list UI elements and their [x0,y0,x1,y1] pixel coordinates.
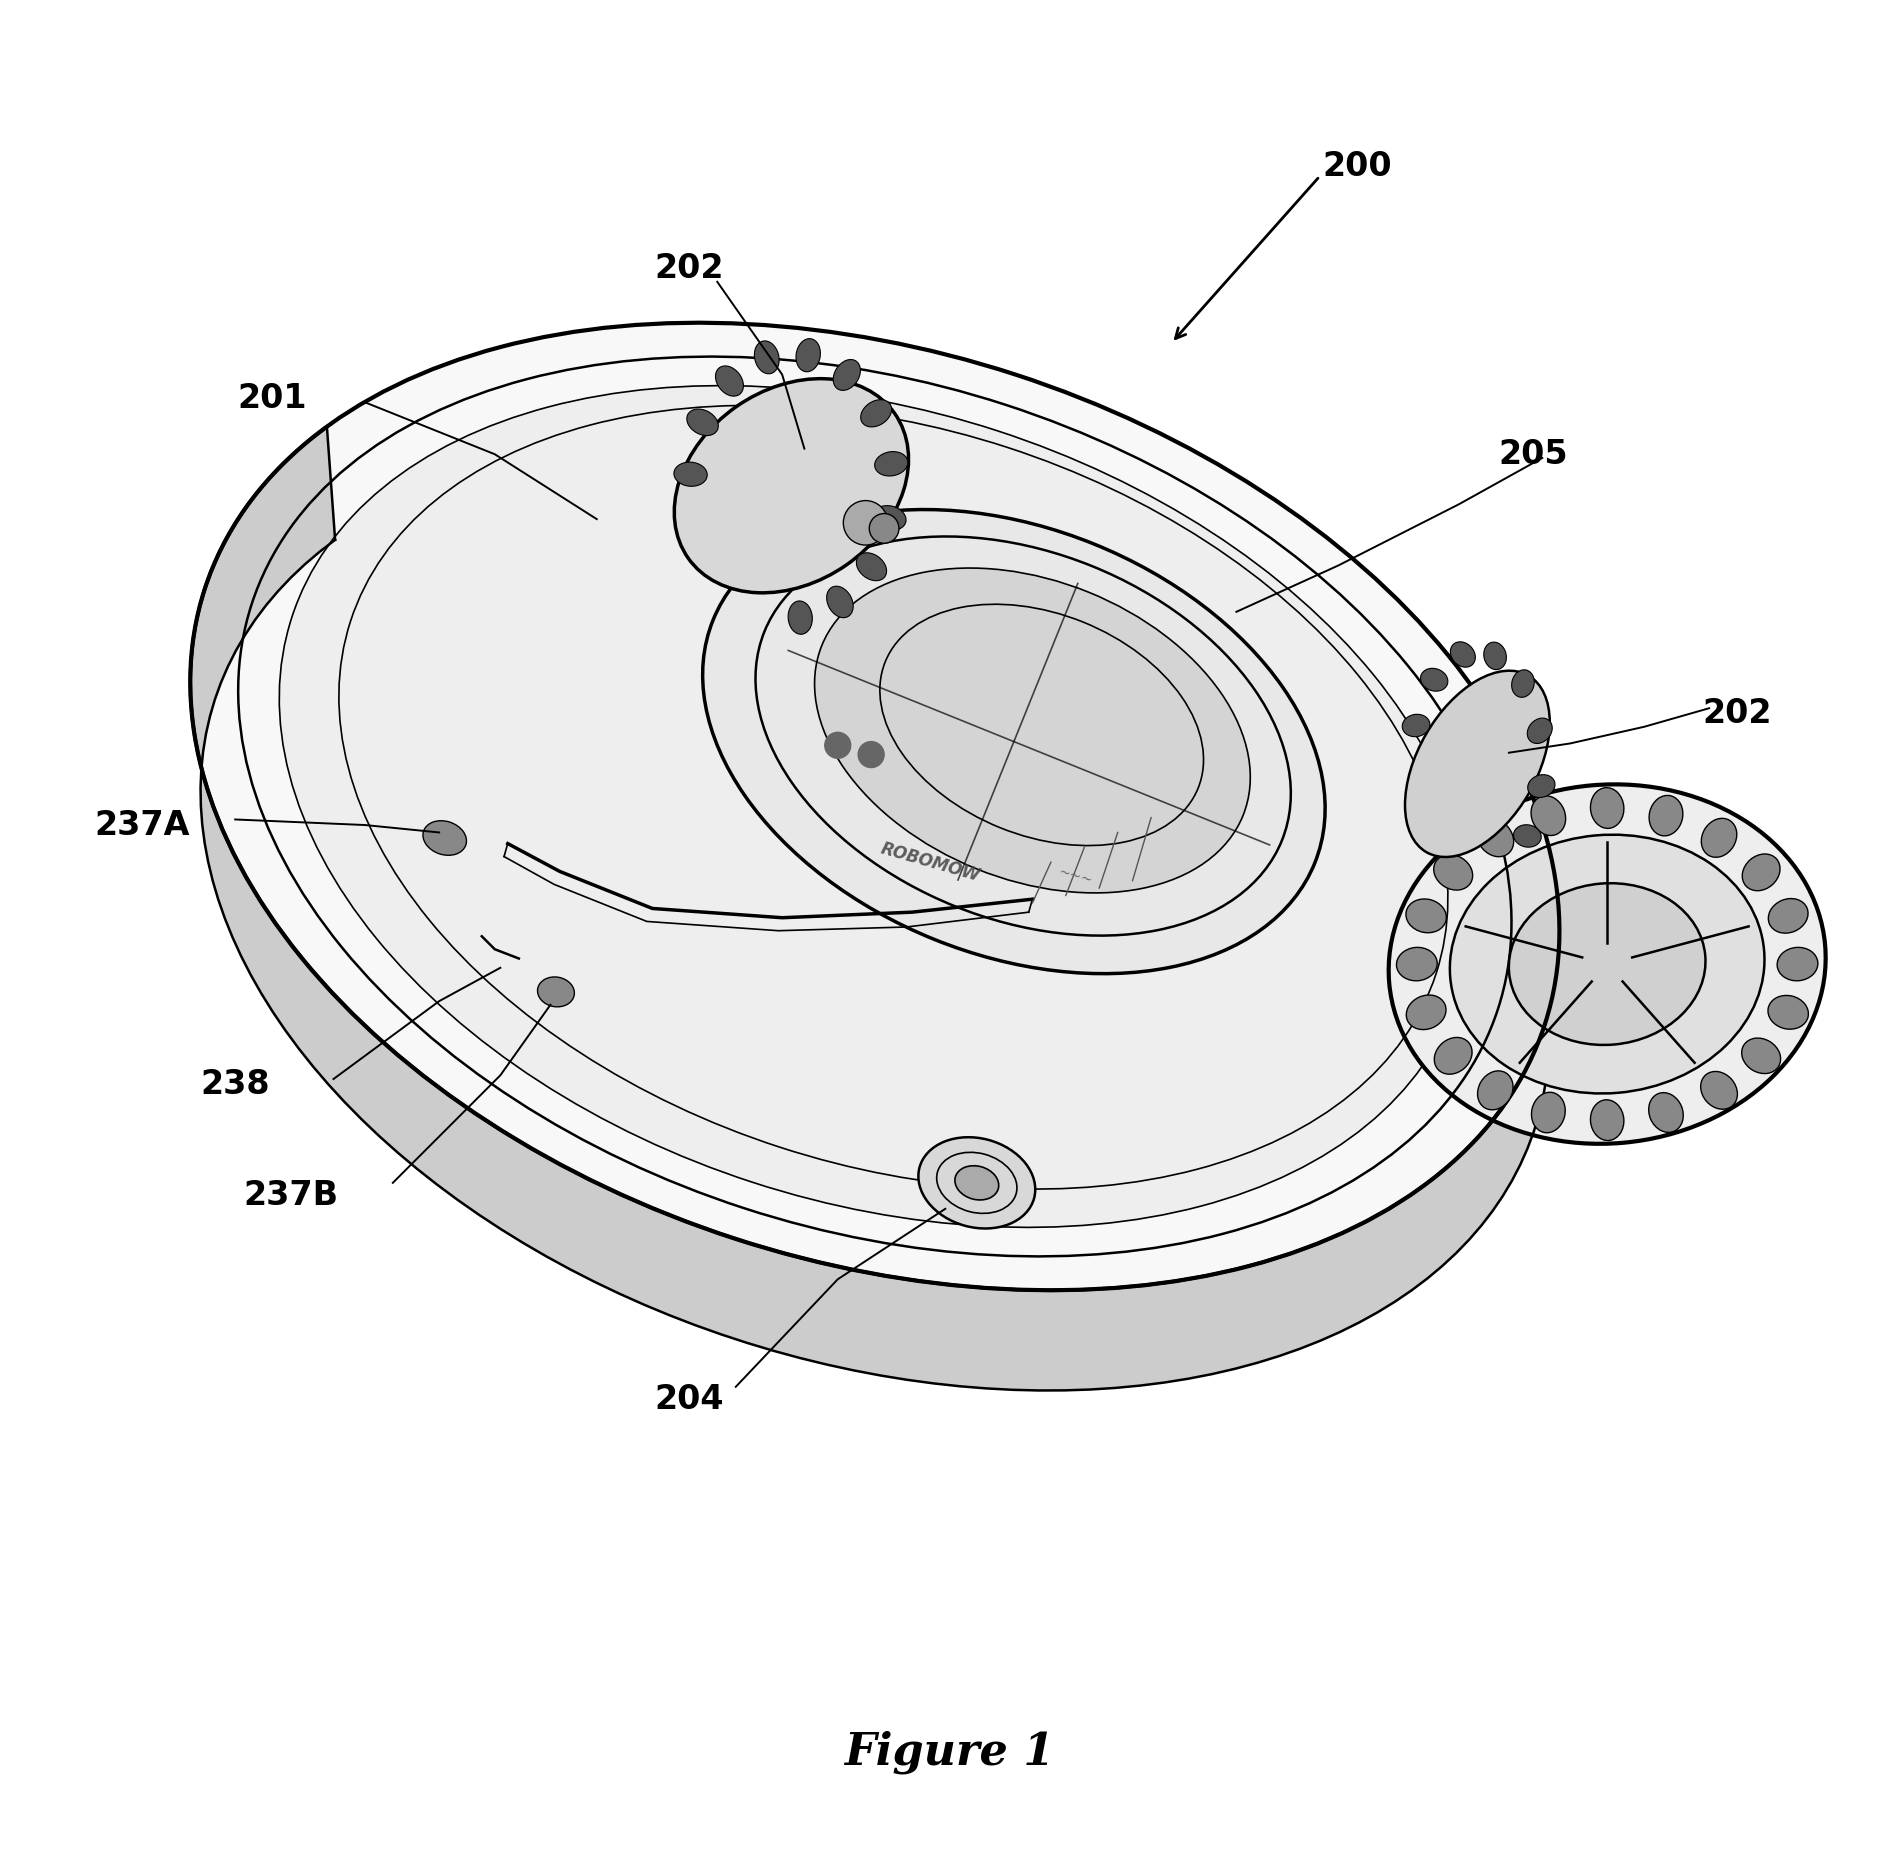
Ellipse shape [828,586,854,617]
Ellipse shape [788,601,812,634]
Ellipse shape [1513,825,1541,847]
Text: 237B: 237B [243,1179,338,1213]
Ellipse shape [1767,996,1809,1029]
Ellipse shape [1511,669,1534,697]
Ellipse shape [795,339,820,373]
Ellipse shape [702,510,1325,973]
Text: 201: 201 [237,382,307,415]
Text: 205: 205 [1498,438,1568,471]
Ellipse shape [1591,788,1625,829]
Circle shape [826,732,850,758]
Ellipse shape [1405,671,1551,857]
Ellipse shape [1406,996,1446,1029]
Ellipse shape [1397,947,1437,981]
Ellipse shape [537,977,575,1007]
Ellipse shape [1389,784,1826,1144]
Ellipse shape [1701,818,1737,857]
Text: 204: 204 [655,1383,725,1416]
Text: ROBOMOW: ROBOMOW [879,840,983,884]
Ellipse shape [1769,899,1809,933]
Ellipse shape [1450,641,1475,667]
Ellipse shape [687,410,717,436]
Ellipse shape [1477,819,1515,857]
Text: Figure 1: Figure 1 [845,1730,1053,1774]
Ellipse shape [814,567,1251,894]
Circle shape [858,742,884,768]
Ellipse shape [1435,1038,1473,1073]
Ellipse shape [716,365,744,397]
Text: 237A: 237A [95,808,190,842]
Ellipse shape [1649,795,1684,836]
Ellipse shape [873,506,905,530]
Ellipse shape [955,1166,998,1200]
Ellipse shape [1532,795,1566,836]
Ellipse shape [1484,641,1507,669]
Ellipse shape [1591,1099,1625,1140]
Ellipse shape [1742,1038,1780,1073]
Polygon shape [190,426,1560,1390]
Ellipse shape [1528,775,1554,797]
Ellipse shape [833,360,860,391]
Ellipse shape [856,552,886,580]
Text: 202: 202 [655,252,725,286]
Ellipse shape [1477,1072,1513,1111]
Ellipse shape [1777,947,1818,981]
Ellipse shape [1450,834,1765,1094]
Ellipse shape [1649,1092,1684,1133]
Ellipse shape [875,452,907,476]
Ellipse shape [1742,855,1780,890]
Ellipse shape [843,501,888,545]
Ellipse shape [1532,1092,1566,1133]
Ellipse shape [1420,667,1448,692]
Ellipse shape [919,1137,1034,1229]
Ellipse shape [674,462,708,486]
Ellipse shape [1433,855,1473,890]
Ellipse shape [1403,714,1429,736]
Ellipse shape [190,323,1560,1290]
Ellipse shape [674,378,909,593]
Text: ~~~: ~~~ [1057,866,1093,888]
Text: 200: 200 [1323,150,1391,184]
Text: 238: 238 [201,1068,270,1101]
Text: 202: 202 [1703,697,1771,730]
Ellipse shape [1701,1072,1737,1109]
Ellipse shape [1528,717,1553,743]
Ellipse shape [869,514,900,543]
Ellipse shape [279,386,1471,1227]
Ellipse shape [1406,899,1446,933]
Ellipse shape [423,821,467,855]
Ellipse shape [754,341,780,375]
Ellipse shape [1509,883,1706,1046]
Ellipse shape [860,400,892,426]
